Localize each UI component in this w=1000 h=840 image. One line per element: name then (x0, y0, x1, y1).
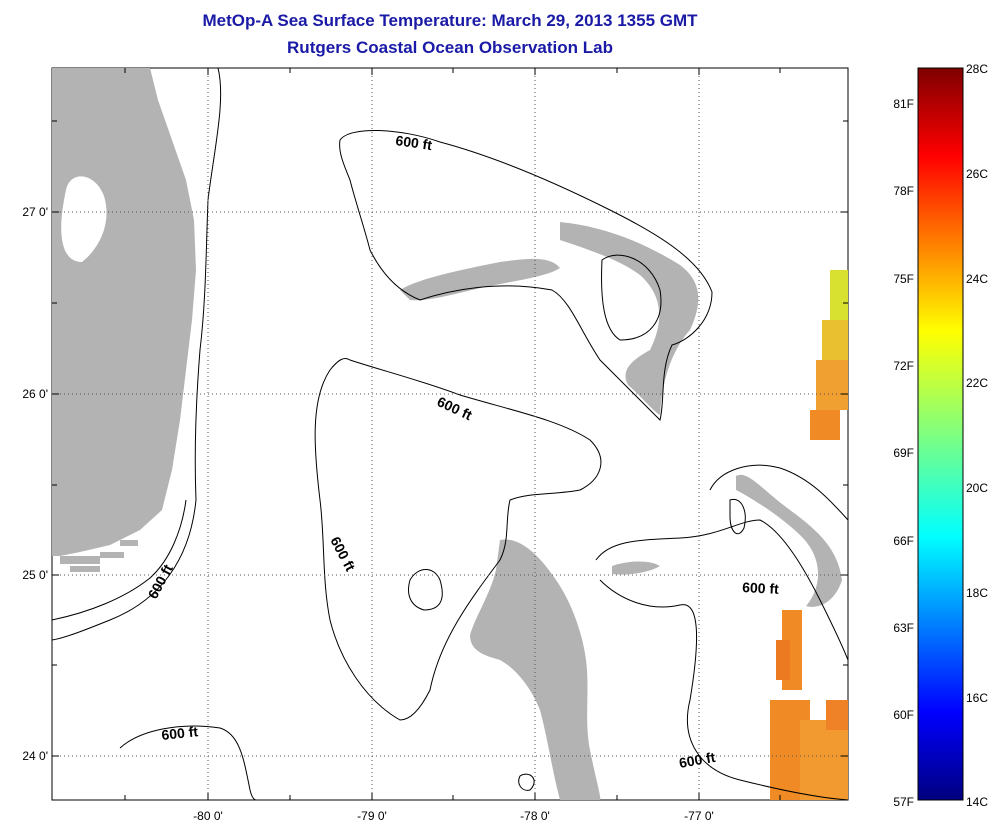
colorbar-f-label: 78F (893, 184, 914, 198)
colorbar-c-label: 22C (966, 376, 988, 390)
sst-swath-east (810, 270, 848, 440)
eleuthera (612, 561, 660, 575)
bathymetry-contours (52, 68, 848, 800)
colorbar-f-label: 63F (893, 621, 914, 635)
colorbar-c-label: 18C (966, 586, 988, 600)
x-tick-label: -77 0' (684, 809, 714, 823)
x-axis-labels: -80 0' -79 0' -78 0' -77 0' (193, 809, 714, 823)
colorbar-f-label: 81F (893, 97, 914, 111)
sst-swath-south (770, 610, 848, 800)
colorbar-fahrenheit-labels: 81F 78F 75F 72F 69F 66F 63F 60F 57F (893, 97, 914, 809)
grand-bahama (400, 258, 560, 301)
colorbar-f-label: 72F (893, 359, 914, 373)
map-title: MetOp-A Sea Surface Temperature: March 2… (202, 11, 698, 30)
graticule (52, 68, 848, 800)
axis-ticks (52, 68, 848, 800)
colorbar-c-label: 16C (966, 691, 988, 705)
y-tick-label: 25 0' (22, 568, 48, 582)
colorbar-f-label: 75F (893, 272, 914, 286)
colorbar-c-label: 14C (966, 795, 988, 809)
contour-label-1: 600 ft (395, 132, 434, 153)
contour-label-5: 600 ft (742, 579, 780, 597)
y-axis-labels: 27 0' 26 0' 25 0' 24 0' (22, 205, 48, 763)
y-tick-label: 26 0' (22, 387, 48, 401)
colorbar (917, 67, 964, 801)
x-tick-label: -80 0' (193, 809, 223, 823)
contour-label-7: 600 ft (678, 749, 717, 771)
map-subtitle: Rutgers Coastal Ocean Observation Lab (287, 38, 613, 57)
colorbar-celsius-labels: 28C 26C 24C 22C 20C 18C 16C 14C (966, 62, 988, 809)
x-tick-label: -79 0' (357, 809, 387, 823)
colorbar-c-label: 28C (966, 62, 988, 76)
colorbar-c-label: 26C (966, 167, 988, 181)
abaco (560, 222, 699, 415)
colorbar-f-label: 57F (893, 795, 914, 809)
colorbar-f-label: 66F (893, 534, 914, 548)
colorbar-f-label: 60F (893, 708, 914, 722)
colorbar-c-label: 24C (966, 272, 988, 286)
colorbar-f-label: 69F (893, 446, 914, 460)
y-tick-label: 24 0' (22, 749, 48, 763)
contour-label-6: 600 ft (161, 723, 199, 743)
y-tick-label: 27 0' (22, 205, 48, 219)
colorbar-c-label: 20C (966, 481, 988, 495)
andros (470, 539, 601, 800)
florida-keys (60, 540, 138, 572)
x-tick-label: -78 0' (520, 809, 550, 823)
lake (61, 176, 107, 262)
eleuthera-north (736, 474, 842, 607)
